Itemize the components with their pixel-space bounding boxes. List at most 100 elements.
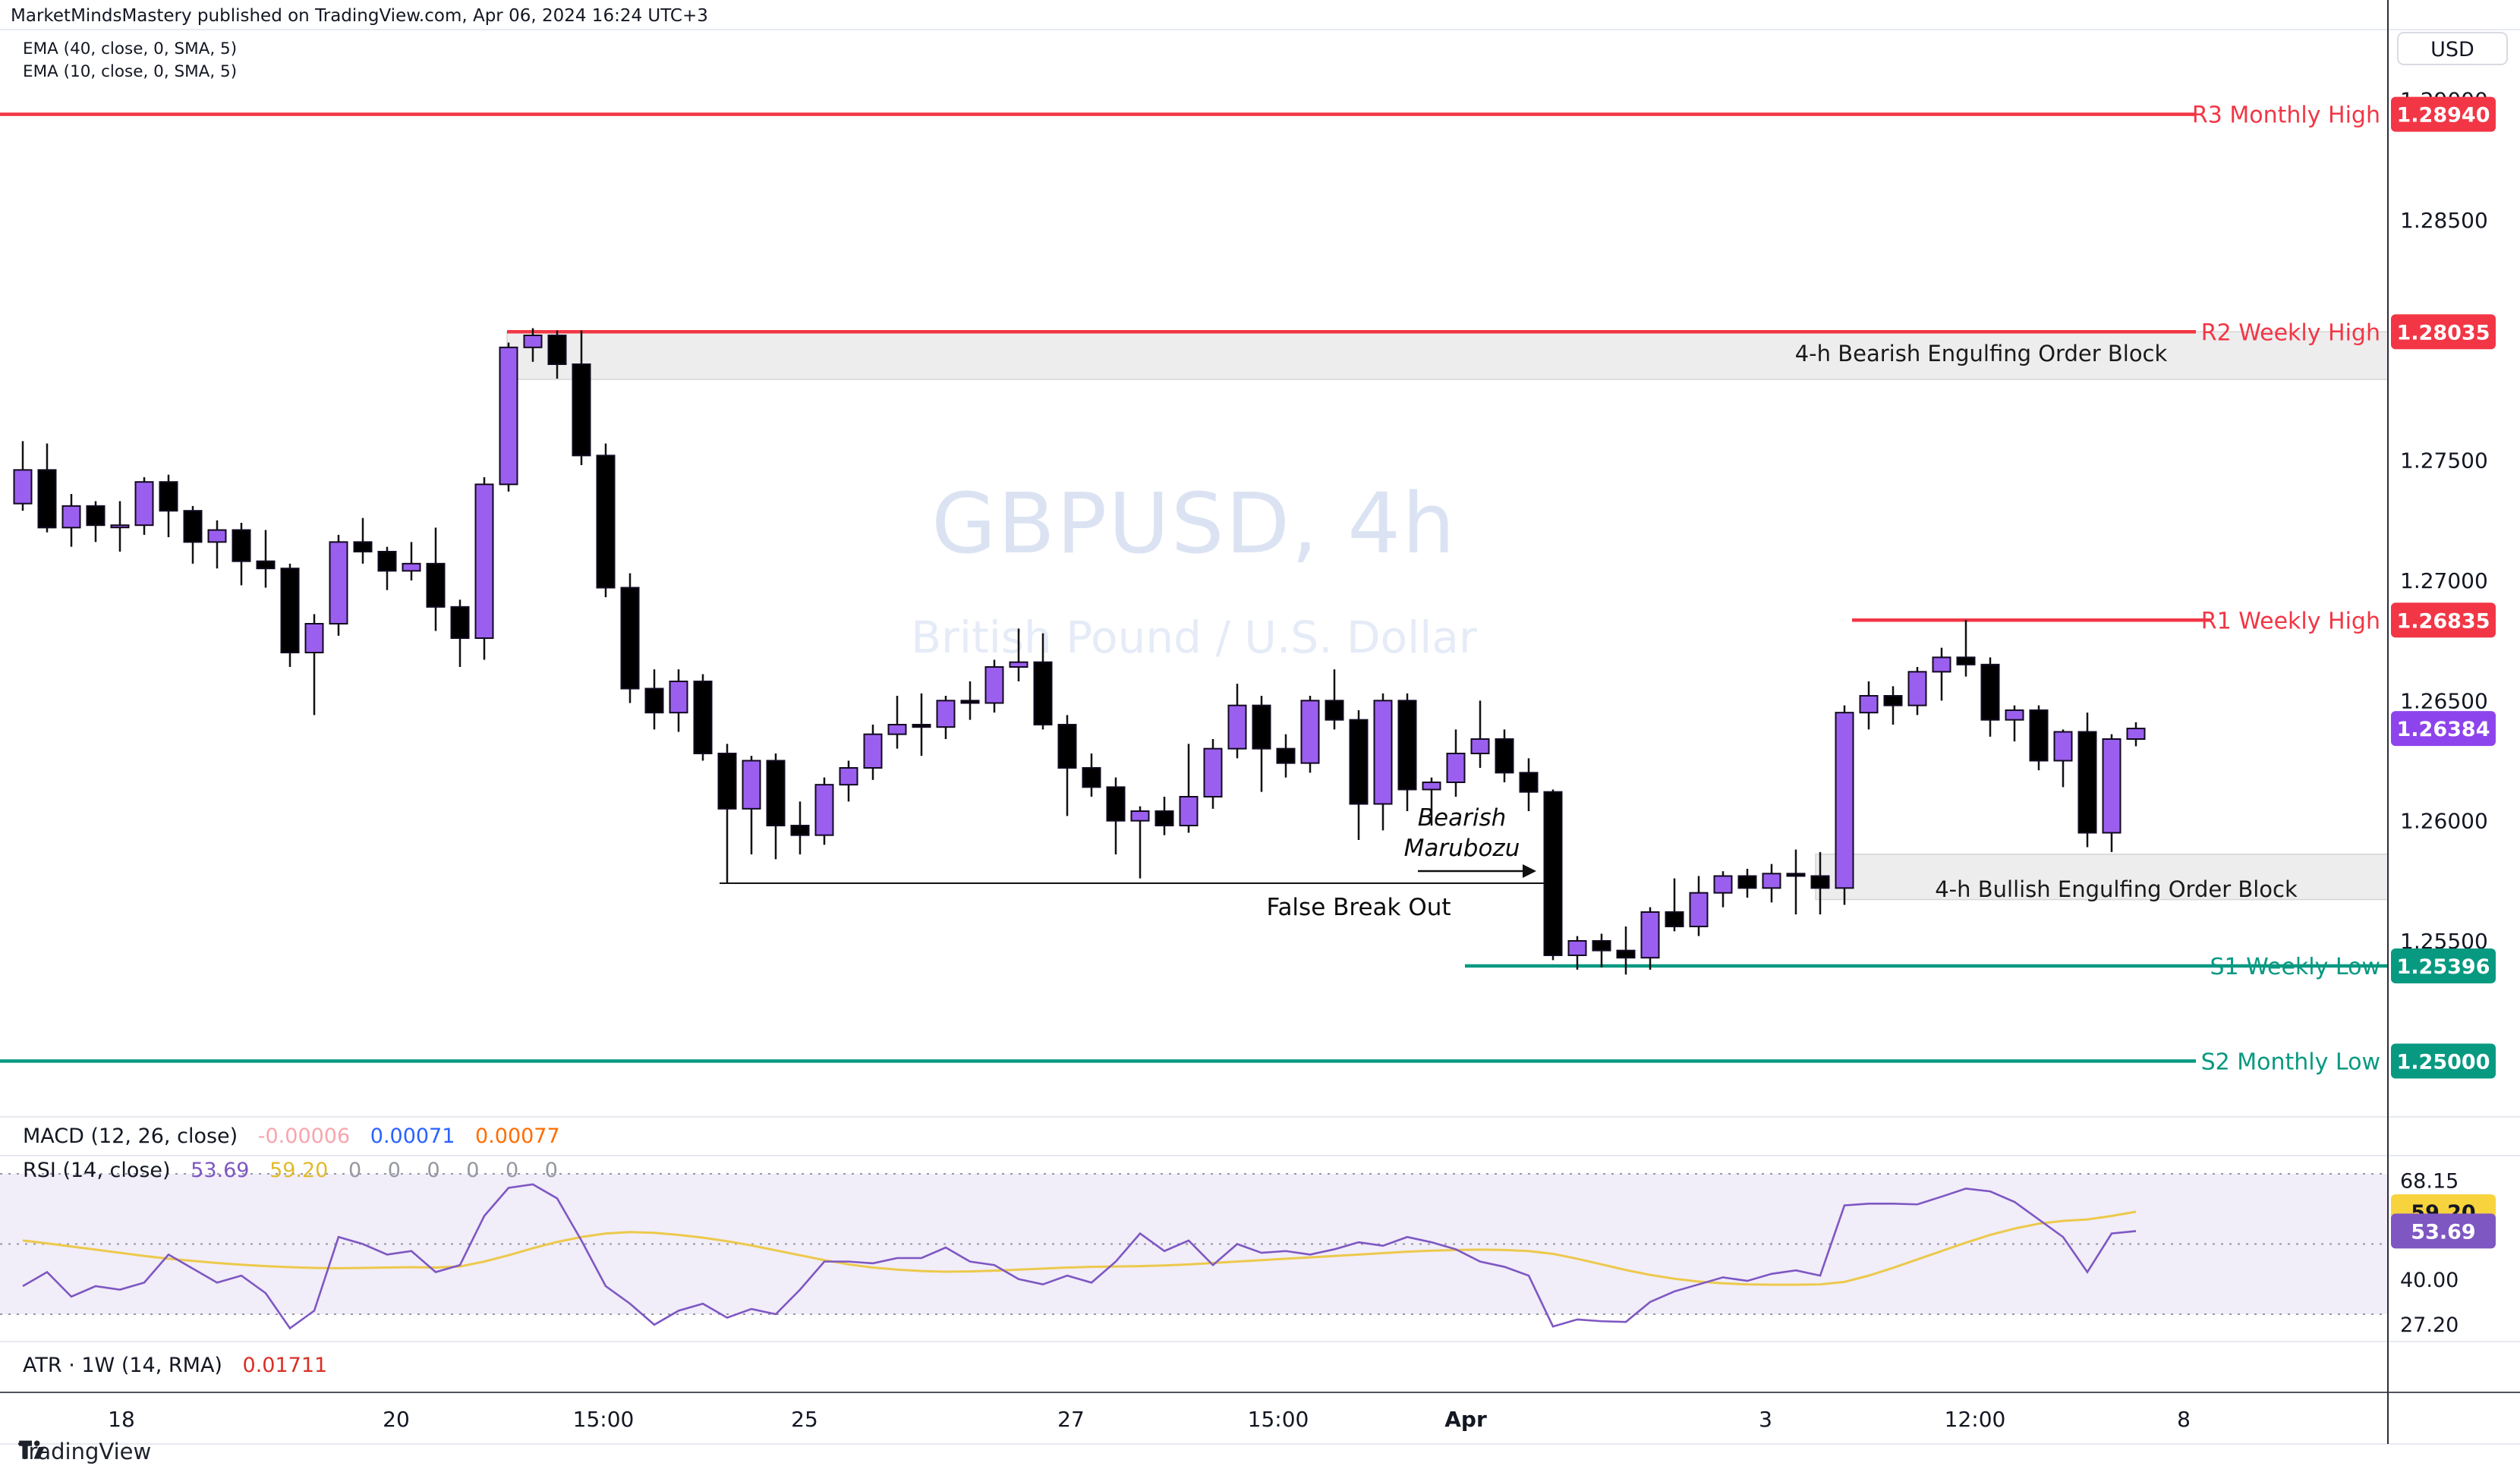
price-axis-label: 1.27500 (2400, 448, 2488, 473)
candle-body (1640, 911, 1660, 959)
candle-body (1470, 738, 1490, 755)
marubozu-arrowhead (1523, 864, 1536, 878)
candle-body (717, 753, 737, 810)
candle-body (1592, 940, 1611, 952)
tradingview-logo[interactable]: TradingView (18, 1439, 151, 1464)
tradingview-logo-icon (19, 1440, 45, 1459)
candle-body (426, 562, 446, 608)
price-axis-label: 1.26500 (2400, 688, 2488, 713)
candle-body (1567, 940, 1587, 957)
candle-body (402, 562, 421, 572)
legend-ema-10[interactable]: EMA (10, close, 0, SMA, 5) (23, 62, 238, 81)
candle-body (1446, 753, 1466, 784)
price-axis-label: 1.27000 (2400, 568, 2488, 593)
atr-value: 0.01711 (242, 1354, 328, 1377)
candle-body (2126, 728, 2146, 741)
order-block-label-bearish: 4-h Bearish Engulfing Order Block (1795, 341, 2168, 366)
candle-body (1373, 700, 1393, 805)
rsi-ma-line (22, 1210, 2137, 1286)
macd-value-hist: -0.00006 (257, 1125, 351, 1148)
candle-body (1883, 695, 1903, 706)
price-badge-s1[interactable] (2391, 948, 2496, 983)
candle-body (1325, 700, 1344, 721)
candle-body (2077, 731, 2097, 834)
candle-body (523, 335, 543, 348)
candle-body (2029, 709, 2049, 762)
level-label-r3: R3 Monthly High (2192, 102, 2380, 129)
candle-body (2005, 709, 2024, 721)
candle-body (280, 568, 300, 654)
price-badge-s2-text: 1.25000 (2397, 1050, 2490, 1074)
candle-body (1786, 873, 1806, 877)
candle-body (1835, 712, 1854, 889)
rsi-zero-values: 0 0 0 0 0 0 (348, 1159, 568, 1182)
candle-body (1907, 671, 1927, 706)
rsi-line (22, 1183, 2137, 1330)
macd-value-signal: 0.00077 (475, 1125, 560, 1148)
legend-rsi[interactable]: RSI (14, close) 53.69 59.20 0 0 0 0 0 0 (23, 1159, 581, 1182)
currency-button[interactable]: USD (2397, 32, 2508, 65)
candle-body (1956, 656, 1976, 665)
candle-body (790, 825, 810, 836)
attribution-text: MarketMindsMastery published on TradingV… (11, 6, 708, 26)
candle-body (1689, 892, 1709, 928)
rsi-scale-label: 68.15 (2400, 1170, 2459, 1194)
legend-macd[interactable]: MACD (12, 26, close) -0.00006 0.00071 0.… (23, 1125, 574, 1148)
level-label-s2: S2 Monthly Low (2201, 1049, 2380, 1075)
candle-body (2102, 738, 2122, 834)
candle-body (1543, 791, 1563, 957)
candle-body (814, 784, 834, 836)
candle-body (353, 541, 373, 553)
last-price-badge-text: 1.26384 (2397, 718, 2490, 741)
rsi-label: RSI (14, close) (23, 1159, 171, 1182)
candle-body (693, 681, 713, 755)
candle-body (159, 481, 178, 512)
price-badge-r2[interactable] (2391, 314, 2496, 350)
level-label-r2: R2 Weekly High (2201, 319, 2380, 346)
time-axis-label: 25 (791, 1407, 818, 1432)
candle-body (207, 529, 227, 543)
candle-body (1397, 700, 1417, 791)
time-axis-label: 15:00 (573, 1407, 635, 1432)
price-badge-r1[interactable] (2391, 602, 2496, 638)
candle-body (1106, 786, 1126, 822)
rsi-scale-label: 40.00 (2400, 1269, 2459, 1292)
candle-body (863, 733, 883, 769)
candle-body (1130, 810, 1150, 822)
candle-body (669, 681, 688, 714)
time-axis-label: Apr (1444, 1407, 1487, 1432)
price-axis-label: 1.28500 (2400, 208, 2488, 233)
time-axis-label: 18 (108, 1407, 135, 1432)
last-price-badge[interactable] (2391, 711, 2496, 747)
price-badge-s2[interactable] (2391, 1043, 2496, 1079)
time-axis-label: 20 (383, 1407, 410, 1432)
level-label-s1: S1 Weekly Low (2210, 954, 2380, 980)
candle-body (887, 724, 907, 735)
candle-body (1154, 810, 1174, 827)
rsi-value-badge[interactable] (2391, 1213, 2496, 1249)
candle-body (474, 483, 494, 640)
candle-body (86, 505, 106, 527)
candle-body (2053, 731, 2073, 762)
price-axis-label: 1.26000 (2400, 809, 2488, 834)
candle-body (450, 606, 470, 640)
candle-body (1009, 661, 1028, 668)
candle-body (1737, 875, 1757, 889)
candle-body (232, 529, 251, 562)
candle-body (839, 767, 858, 786)
candle-body (134, 481, 154, 527)
level-label-r1: R1 Weekly High (2201, 608, 2380, 634)
candle-body (61, 505, 81, 529)
legend-atr[interactable]: ATR · 1W (14, RMA) 0.01711 (23, 1354, 341, 1377)
order-block-label-bullish: 4-h Bullish Engulfing Order Block (1935, 876, 2298, 902)
candle-body (1932, 656, 1951, 673)
candle-body (1495, 738, 1514, 774)
candle-body (742, 760, 761, 810)
atr-label: ATR · 1W (14, RMA) (23, 1354, 222, 1377)
time-axis-label: 27 (1057, 1407, 1085, 1432)
legend-ema-40[interactable]: EMA (40, close, 0, SMA, 5) (23, 39, 238, 58)
price-badge-r3[interactable] (2391, 96, 2496, 132)
candle-body (1033, 661, 1053, 726)
